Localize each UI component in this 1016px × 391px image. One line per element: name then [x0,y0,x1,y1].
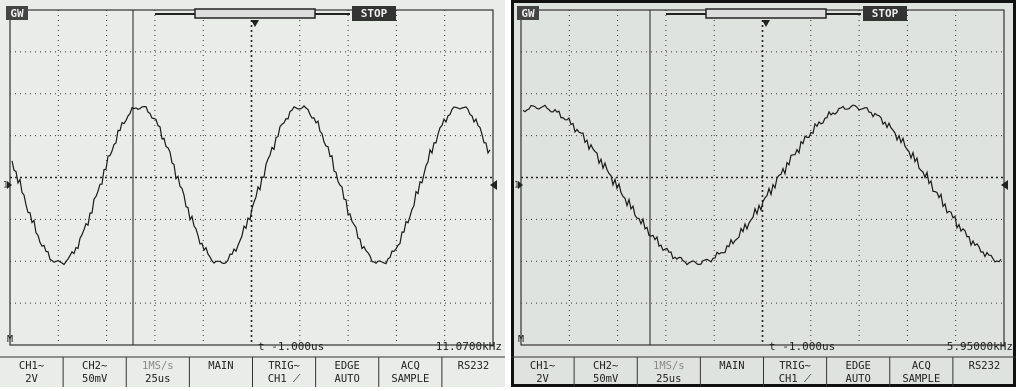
menu-marker: M [518,334,524,345]
menu-marker: M [7,334,13,345]
menu-label: 1MS/s [142,360,174,372]
menu-label: MAIN [719,360,744,372]
oscilloscope-screens: GWSTOP1Mt -1.000us11.0700kHzCH1∼2VCH2∼50… [0,0,1016,387]
menu-label: TRIG∼ [779,360,811,372]
brand: GW [521,7,535,20]
menu-label: CH2∼ [82,360,107,372]
brand: GW [10,7,24,20]
menu-value: 50mV [82,373,108,385]
menu-value: CH1 ⟋ [779,373,812,385]
menu-label: CH1∼ [530,360,555,372]
record-window [195,9,315,18]
menu-label: EDGE [335,360,360,372]
panel-background [0,0,505,387]
menu-value: 2V [536,373,549,385]
menu-label: ACQ [912,360,931,372]
record-window [706,9,826,18]
menu-label: TRIG∼ [268,360,300,372]
frequency: 5.95000kHz [947,340,1013,353]
status: STOP [872,7,899,20]
page: {"panels": [ {"brand": "GW", "status": "… [0,0,1016,387]
menu-label: CH2∼ [593,360,618,372]
menu-label: MAIN [208,360,233,372]
menu-value: 25us [656,373,681,385]
menu-value: 2V [25,373,38,385]
menu-value: CH1 ⟋ [268,373,301,385]
frequency: 11.0700kHz [436,340,502,353]
menu-label: RS232 [969,360,1001,372]
panel-background [511,0,1016,387]
time-offset: t -1.000us [258,340,324,353]
menu-label: EDGE [846,360,871,372]
menu-label: ACQ [401,360,420,372]
menu-label: RS232 [458,360,490,372]
menu-value: SAMPLE [902,373,940,385]
menu-value: AUTO [335,373,360,385]
time-offset: t -1.000us [769,340,835,353]
status: STOP [361,7,388,20]
menu-value: 50mV [593,373,619,385]
menu-value: 25us [145,373,170,385]
menu-label: CH1∼ [19,360,44,372]
menu-value: AUTO [846,373,871,385]
menu-label: 1MS/s [653,360,685,372]
menu-value: SAMPLE [391,373,429,385]
